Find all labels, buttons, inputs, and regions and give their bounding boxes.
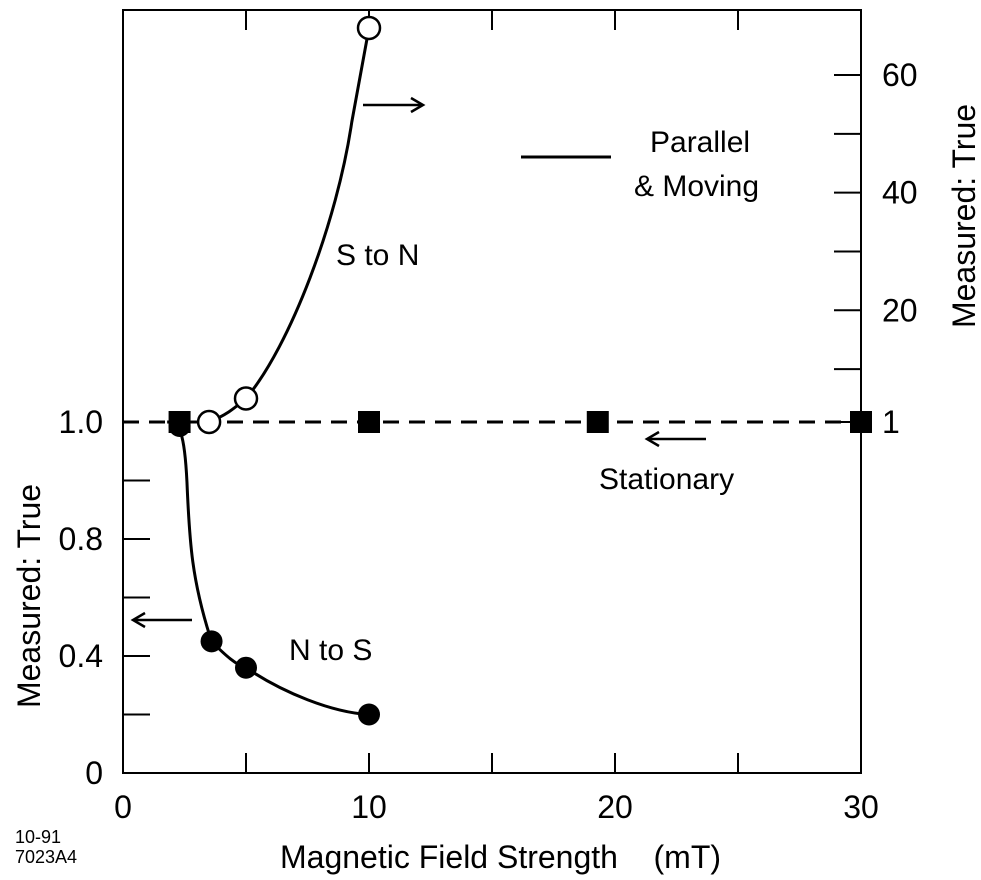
x-tick-label: 30 <box>843 789 879 825</box>
arrow-stationary-head <box>644 430 660 448</box>
arrow-right-axis-head <box>410 96 426 114</box>
s-to-n-line <box>167 27 371 424</box>
n-to-s-point <box>358 703 380 726</box>
n-to-s-line <box>167 420 370 716</box>
right-y-tick-label: 1 <box>882 404 900 440</box>
stationary-point <box>358 411 380 433</box>
right-y-tick-label: 60 <box>882 57 918 93</box>
left-y-tick-label: 1.0 <box>59 404 103 440</box>
right-y-axis-label: Measured: True <box>946 104 981 328</box>
annotation-s-to-n: S to N <box>336 239 419 272</box>
x-tick-label: 0 <box>114 789 132 825</box>
x-tick-label: 20 <box>597 789 633 825</box>
arrow-left-axis-head <box>130 611 146 629</box>
series-layer <box>123 15 872 726</box>
n-to-s-point <box>200 630 223 653</box>
legend-label-line-2: & Moving <box>634 170 759 203</box>
s-to-n-point <box>233 386 259 411</box>
left-y-tick-label: 0.4 <box>59 638 103 674</box>
x-axis-label: Magnetic Field Strength (mT) <box>280 839 721 875</box>
axes: 0 10 20 30 0 0.4 0.8 1.0 1 20 40 60 <box>59 9 918 825</box>
corner-note-line-2: 7023A4 <box>15 847 77 867</box>
left-y-tick-label: 0 <box>85 755 103 791</box>
right-y-tick-label: 40 <box>882 175 918 211</box>
n-to-s-point <box>235 656 257 679</box>
stationary-point <box>586 411 609 433</box>
s-to-n-point <box>356 15 382 41</box>
annotation-n-to-s: N to S <box>289 634 372 667</box>
plot-frame <box>122 9 862 774</box>
s-to-n-point <box>196 409 222 435</box>
annotation-stationary: Stationary <box>599 463 734 496</box>
n-to-s-point <box>168 415 191 437</box>
left-y-axis-label: Measured: True <box>11 484 47 708</box>
legend-label-line-1: Parallel <box>650 126 750 159</box>
x-tick-label: 10 <box>351 789 387 825</box>
right-y-tick-label: 20 <box>882 292 918 328</box>
stationary-point <box>850 411 872 433</box>
corner-note-line-1: 10-91 <box>15 827 61 847</box>
left-y-tick-label: 0.8 <box>59 521 103 557</box>
